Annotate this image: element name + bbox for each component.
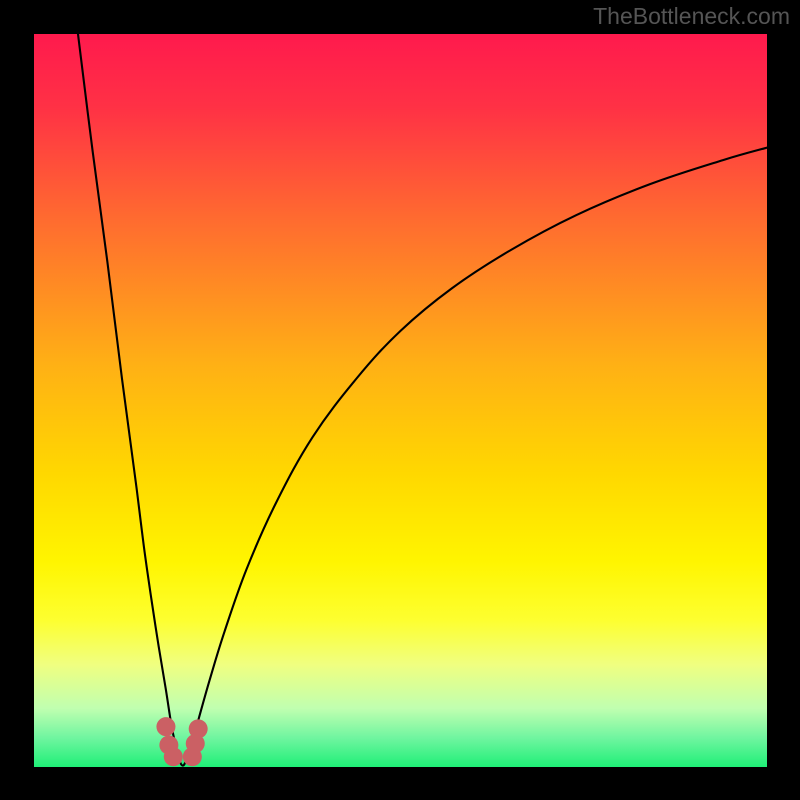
data-marker: [156, 717, 175, 736]
data-marker: [189, 719, 208, 738]
bottleneck-chart: [0, 0, 800, 800]
data-marker: [164, 747, 183, 766]
watermark-text: TheBottleneck.com: [593, 3, 790, 30]
chart-stage: TheBottleneck.com: [0, 0, 800, 800]
